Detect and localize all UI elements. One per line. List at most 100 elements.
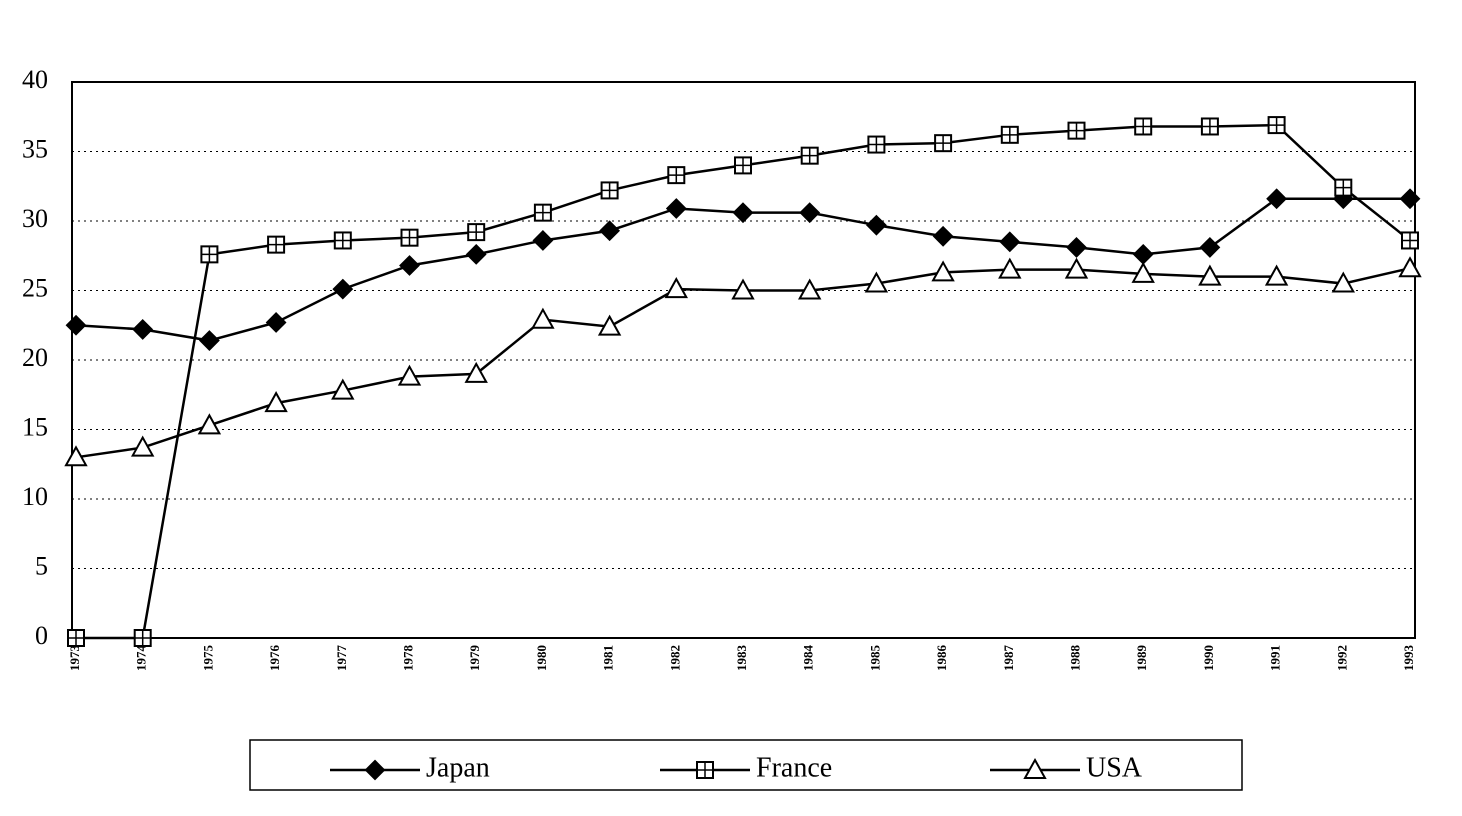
marker (200, 245, 219, 264)
marker-hatch (668, 167, 685, 184)
x-tick-label: 1989 (1134, 645, 1149, 672)
marker (1000, 125, 1019, 144)
marker (1398, 256, 1422, 278)
marker (665, 198, 687, 219)
marker-hatch (134, 630, 151, 646)
marker (934, 134, 953, 153)
series-line (76, 123, 1411, 640)
marker (198, 330, 220, 351)
marker (1266, 188, 1288, 210)
marker (467, 223, 486, 242)
marker (1401, 231, 1419, 250)
marker (64, 445, 88, 467)
marker (800, 146, 819, 165)
marker (1066, 236, 1087, 258)
marker-hatch (1268, 117, 1285, 134)
marker (197, 413, 222, 435)
marker (1132, 243, 1154, 265)
x-tick-label: 1978 (400, 645, 415, 672)
marker (667, 166, 686, 185)
marker (734, 156, 752, 175)
marker (267, 235, 286, 254)
marker (597, 314, 622, 336)
x-tick-label: 1985 (867, 645, 882, 672)
marker-hatch (1201, 118, 1218, 135)
legend-label: Japan (426, 752, 490, 783)
x-tick-label: 1976 (267, 645, 282, 672)
marker-hatch (801, 147, 818, 164)
marker (133, 629, 152, 647)
x-tick-label: 1973 (67, 645, 82, 672)
marker (465, 243, 487, 265)
x-tick-label: 1983 (734, 645, 749, 672)
marker (864, 271, 889, 293)
marker-hatch (401, 229, 418, 246)
marker (397, 364, 422, 386)
marker (132, 319, 154, 340)
x-tick-label: 1984 (801, 645, 816, 672)
x-tick-label: 1979 (467, 645, 482, 672)
x-tick-label: 1987 (1001, 645, 1016, 672)
marker (65, 314, 87, 336)
marker (1131, 261, 1155, 283)
marker (67, 629, 85, 647)
marker (331, 378, 355, 400)
marker (599, 220, 621, 242)
marker (531, 307, 555, 329)
y-tick-label: 10 (22, 482, 48, 511)
x-tick-label: 1990 (1201, 645, 1216, 671)
x-tick-label: 1986 (934, 645, 949, 672)
marker-hatch (201, 246, 218, 263)
marker-hatch (697, 762, 713, 778)
marker (464, 361, 488, 383)
marker (1267, 116, 1286, 135)
y-tick-label: 15 (22, 412, 48, 441)
y-tick-label: 0 (35, 621, 48, 650)
marker (400, 228, 419, 247)
marker-hatch (1135, 118, 1152, 135)
marker (999, 231, 1021, 253)
marker (1200, 117, 1219, 136)
marker (865, 214, 887, 236)
marker-hatch (935, 135, 952, 152)
marker (399, 255, 420, 276)
marker-hatch (601, 182, 618, 199)
marker-hatch (334, 232, 351, 249)
marker (931, 260, 955, 282)
marker-hatch (735, 157, 751, 174)
x-tick-label: 1982 (667, 645, 682, 671)
marker (364, 759, 386, 781)
marker (265, 312, 287, 333)
marker-hatch (68, 630, 84, 646)
marker (867, 135, 886, 154)
marker-hatch (1335, 179, 1352, 196)
marker (732, 202, 754, 224)
marker (1399, 188, 1421, 210)
marker (600, 181, 619, 200)
marker (1134, 117, 1153, 136)
y-tick-label: 20 (22, 343, 48, 372)
marker (532, 230, 554, 251)
marker (1199, 236, 1221, 258)
y-tick-label: 40 (22, 65, 48, 94)
marker (798, 278, 822, 300)
marker-hatch (468, 224, 485, 241)
x-tick-label: 1992 (1334, 645, 1349, 671)
x-tick-label: 1980 (534, 645, 549, 671)
x-tick-label: 1977 (334, 645, 349, 672)
y-tick-label: 5 (35, 551, 48, 580)
marker (1264, 264, 1289, 286)
marker (1198, 264, 1222, 286)
marker (799, 202, 821, 224)
marker-hatch (1402, 232, 1418, 249)
y-tick-label: 35 (22, 134, 48, 163)
marker (264, 391, 288, 413)
marker (1331, 271, 1355, 293)
x-tick-label: 1991 (1268, 645, 1283, 671)
marker (731, 278, 755, 300)
marker-hatch (868, 136, 885, 153)
legend-label: France (756, 752, 832, 783)
marker-hatch (1068, 122, 1085, 139)
x-tick-label: 1988 (1067, 645, 1082, 672)
